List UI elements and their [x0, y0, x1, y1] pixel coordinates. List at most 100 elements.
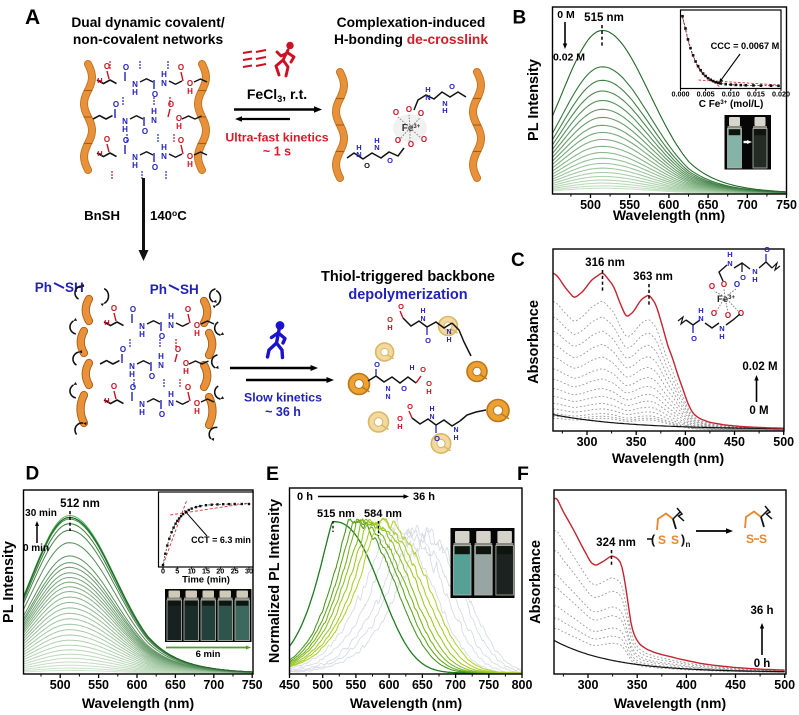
svg-text:H: H: [187, 87, 193, 96]
svg-text:(: (: [651, 532, 656, 547]
svg-text:H: H: [429, 406, 434, 413]
svg-text:H: H: [151, 107, 157, 116]
svg-text:25: 25: [231, 567, 239, 576]
svg-text:N: N: [161, 79, 167, 88]
svg-text:FeCl3, r.t.: FeCl3, r.t.: [247, 86, 307, 104]
svg-text:750: 750: [242, 678, 263, 692]
svg-text:H: H: [161, 143, 167, 152]
svg-text:N: N: [752, 267, 757, 276]
svg-text:0 M: 0 M: [749, 405, 768, 417]
svg-text:500: 500: [773, 435, 794, 449]
svg-text:650: 650: [165, 678, 186, 692]
svg-text:Wavelength (nm): Wavelength (nm): [612, 450, 724, 466]
svg-text:H: H: [397, 422, 402, 431]
svg-text:H: H: [356, 143, 361, 152]
svg-text:0.010: 0.010: [722, 90, 740, 99]
svg-text:N: N: [420, 316, 425, 323]
svg-text:O: O: [364, 161, 370, 170]
svg-text:H: H: [446, 337, 451, 344]
svg-text:515 nm: 515 nm: [584, 12, 624, 24]
svg-text:500: 500: [580, 198, 601, 212]
svg-text:O: O: [398, 302, 404, 311]
svg-text:500: 500: [50, 678, 71, 692]
svg-text:140oC: 140oC: [150, 208, 187, 223]
svg-text:O: O: [709, 282, 715, 291]
svg-text:550: 550: [345, 678, 366, 692]
svg-text:O: O: [711, 309, 717, 318]
svg-text:O: O: [425, 336, 431, 345]
svg-text:Ph: Ph: [150, 282, 167, 297]
svg-text:512 nm: 512 nm: [60, 498, 100, 510]
svg-text:Time (min): Time (min): [182, 575, 230, 586]
svg-text:750: 750: [478, 678, 499, 692]
svg-text:S: S: [658, 533, 666, 547]
svg-text:O: O: [113, 100, 119, 109]
svg-text:N: N: [356, 150, 361, 159]
svg-text:n: n: [686, 540, 691, 549]
svg-text:N: N: [151, 116, 157, 125]
svg-text:550: 550: [619, 198, 640, 212]
svg-text:Thiol-triggered backbone: Thiol-triggered backbone: [321, 269, 495, 285]
svg-text:0.000: 0.000: [672, 90, 690, 99]
svg-text:500: 500: [774, 678, 795, 692]
svg-text:O: O: [421, 135, 427, 144]
svg-text:H: H: [168, 312, 174, 321]
svg-text:N: N: [719, 324, 724, 333]
svg-text:O: O: [178, 63, 184, 72]
svg-text:Complexation-induced: Complexation-induced: [337, 15, 486, 30]
svg-text:D: D: [26, 464, 40, 485]
svg-text:depolymerization: depolymerization: [348, 287, 467, 303]
svg-text:H: H: [194, 407, 200, 416]
svg-text:0.02 M: 0.02 M: [553, 52, 585, 64]
svg-text:S: S: [671, 533, 679, 547]
svg-text:H: H: [104, 318, 109, 327]
svg-text:Wavelength (nm): Wavelength (nm): [613, 207, 725, 223]
svg-text:O: O: [449, 82, 455, 91]
svg-text:H: H: [374, 136, 379, 145]
svg-text:6 min: 6 min: [196, 649, 221, 660]
svg-text:H: H: [158, 352, 164, 361]
svg-text:C: C: [511, 250, 525, 271]
svg-text:): ): [681, 532, 685, 547]
svg-text:N: N: [446, 329, 451, 336]
svg-text:O: O: [175, 345, 181, 354]
svg-text:H: H: [752, 275, 757, 284]
svg-text:O: O: [111, 304, 117, 313]
svg-text:H: H: [129, 370, 135, 379]
svg-text:N: N: [727, 259, 732, 268]
svg-text:C Fe3+ (mol/L): C Fe3+ (mol/L): [699, 99, 764, 110]
svg-text:O: O: [734, 280, 740, 289]
svg-text:30: 30: [245, 567, 253, 576]
svg-text:SH: SH: [65, 280, 84, 295]
svg-text:O: O: [420, 365, 426, 374]
svg-text:PL Intensity: PL Intensity: [1, 541, 17, 623]
svg-text:N: N: [425, 93, 430, 102]
svg-text:O: O: [149, 372, 155, 381]
svg-text:0: 0: [161, 567, 165, 576]
svg-text:Slow kinetics: Slow kinetics: [244, 391, 322, 405]
svg-text:N: N: [453, 427, 458, 434]
svg-text:O: O: [104, 62, 110, 71]
svg-text:N: N: [122, 117, 128, 126]
svg-text:O: O: [740, 273, 746, 282]
svg-text:~ 1 s: ~ 1 s: [263, 145, 291, 159]
svg-text:H: H: [161, 70, 167, 79]
svg-text:Dual dynamic covalent/: Dual dynamic covalent/: [71, 15, 225, 30]
svg-text:N: N: [168, 321, 174, 330]
svg-text:O: O: [130, 305, 136, 314]
svg-text:400: 400: [676, 678, 697, 692]
svg-text:800: 800: [512, 678, 533, 692]
svg-text:0 min: 0 min: [23, 543, 49, 554]
svg-text:A: A: [25, 6, 40, 29]
svg-text:H: H: [122, 125, 128, 134]
svg-text:O: O: [725, 311, 731, 320]
svg-text:O: O: [408, 140, 414, 149]
svg-text:O: O: [691, 334, 697, 343]
svg-text:Wavelength (nm): Wavelength (nm): [82, 695, 194, 711]
svg-text:O: O: [159, 332, 165, 341]
svg-text:0 h: 0 h: [754, 658, 771, 670]
svg-text:H: H: [97, 149, 102, 158]
svg-text:700: 700: [203, 678, 224, 692]
svg-text:N: N: [374, 143, 379, 152]
svg-text:non-covalent networks: non-covalent networks: [73, 32, 224, 47]
